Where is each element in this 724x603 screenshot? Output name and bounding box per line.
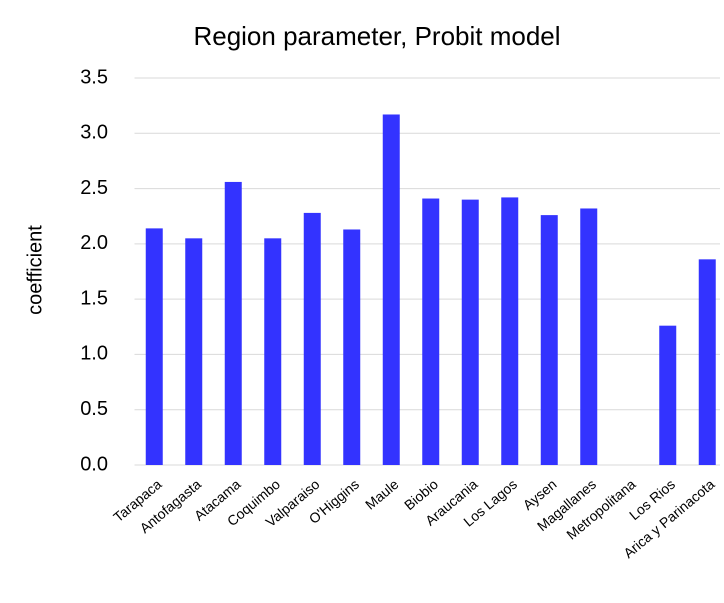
y-tick-label: 3.0 xyxy=(80,122,108,144)
bar xyxy=(145,228,163,465)
y-axis-label: coefficient xyxy=(24,225,46,315)
y-tick-label: 2.5 xyxy=(80,177,108,199)
bar xyxy=(303,212,321,465)
bar xyxy=(343,229,361,465)
y-tick-label: 1.0 xyxy=(80,343,108,365)
y-tick-label: 2.0 xyxy=(80,232,108,254)
bar xyxy=(185,238,203,465)
y-tick-label: 0.5 xyxy=(80,398,108,420)
bar xyxy=(461,199,479,465)
bar xyxy=(698,259,716,465)
y-tick-label: 1.5 xyxy=(80,287,108,309)
bar xyxy=(264,238,282,465)
bar xyxy=(224,181,242,466)
y-tick-label: 3.5 xyxy=(80,66,108,88)
x-tick-label: Maule xyxy=(362,476,402,513)
bar xyxy=(580,208,598,465)
y-tick-label: 0.0 xyxy=(80,453,108,475)
chart-title: Region parameter, Probit model xyxy=(193,21,560,51)
bar xyxy=(501,197,519,465)
bar xyxy=(422,198,440,465)
bar xyxy=(659,325,677,465)
bar xyxy=(540,215,558,465)
bar xyxy=(382,114,400,465)
